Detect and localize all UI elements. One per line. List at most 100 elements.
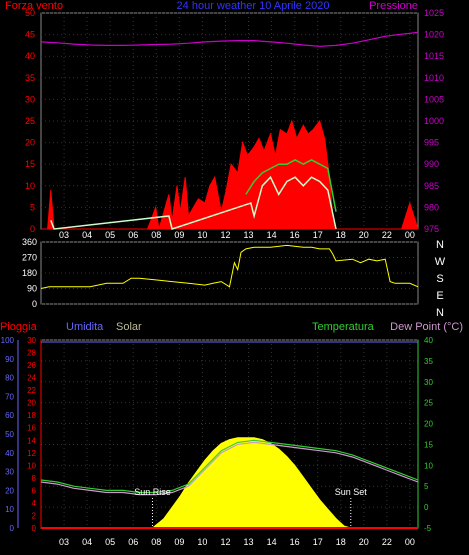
humidity-tick-label: 60 [5,411,14,420]
rain-tick-label: 30 [27,336,36,345]
wind-speed-area [41,119,419,230]
x-tick-label: 09 [174,230,184,240]
compass-label: S [436,273,443,285]
wind-tick-label: 40 [25,51,35,61]
temperature-tick-label: 10 [424,461,433,470]
direction-tick-label: 90 [27,284,37,294]
rain-tick-label: 20 [27,399,36,408]
x-tick-label: 08 [151,537,161,547]
humidity-tick-label: 70 [5,392,14,401]
dewpoint-line [40,441,419,496]
temperature-tick-label: 30 [424,378,433,387]
temperature-tick-label: 0 [424,503,429,512]
temperature-series: Sun Rise Sun Set [40,341,419,529]
wind-tick-label: 15 [25,159,35,169]
x-tick-label: 20 [359,230,369,240]
direction-line [40,244,419,289]
compass-label: E [436,290,443,302]
humidity-tick-label: 30 [5,468,14,477]
x-tick-label: 00 [405,230,415,240]
wind-tick-label: 10 [25,181,35,191]
pressure-tick-label: 1025 [424,8,444,18]
direction-axis-ticks: 0 90 180 270 360 [22,237,37,309]
wind-tick-label: 50 [25,8,35,18]
x-tick-label: 03 [59,230,69,240]
rain-tick-label: 0 [32,524,37,533]
rain-tick-label: 16 [27,424,36,433]
rain-tick-label: 8 [32,474,37,483]
humidity-tick-label: 50 [5,430,14,439]
humidity-tick-label: 100 [1,336,15,345]
x-tick-label: 05 [105,537,115,547]
temperature-x-ticks: 03 04 05 06 08 09 10 12 13 14 16 17 18 20 22 00 [59,537,415,547]
pressure-tick-label: 980 [424,202,439,212]
rain-tick-label: 4 [32,499,37,508]
x-tick-label: 16 [290,537,300,547]
x-tick-label: 18 [336,537,346,547]
x-tick-label: 12 [220,230,230,240]
wind-tick-label: 0 [30,224,35,234]
rain-tick-label: 28 [27,349,36,358]
x-tick-label: 12 [220,537,230,547]
wind-gust-line [245,159,337,212]
x-tick-label: 18 [336,230,346,240]
wind-axis-ticks: 0 5 10 15 20 25 30 35 40 45 50 [25,8,35,234]
solar-area [151,437,351,529]
temperature-line [40,439,419,494]
wind-tick-label: 20 [25,138,35,148]
x-tick-label: 10 [197,537,207,547]
x-tick-label: 14 [267,230,277,240]
pressure-axis-label: Pressione [369,0,418,12]
humidity-label: Umidita [66,321,104,333]
rain-tick-label: 14 [27,436,36,445]
temperature-tick-label: 5 [424,482,429,491]
x-tick-label: 06 [128,537,138,547]
x-tick-label: 17 [313,230,323,240]
humidity-tick-label: 20 [5,486,14,495]
pressure-tick-label: 985 [424,181,439,191]
temperature-tick-label: 40 [424,336,433,345]
wind-tick-label: 35 [25,73,35,83]
temperature-tick-label: 35 [424,357,433,366]
pressure-tick-label: 1015 [424,51,444,61]
x-tick-label: 22 [382,230,392,240]
rain-tick-label: 10 [27,461,36,470]
compass-label: N [436,307,444,319]
pressure-axis-ticks: 975 980 985 990 995 1000 1005 1010 1015 1020 1025 [424,8,444,234]
x-tick-label: 06 [128,230,138,240]
direction-tick-label: 360 [22,237,37,247]
humidity-tick-label: 0 [10,524,15,533]
wind-tick-label: 45 [25,30,35,40]
x-tick-label: 08 [151,230,161,240]
pressure-tick-label: 1005 [424,94,444,104]
pressure-tick-label: 990 [424,159,439,169]
temperature-axis-ticks: -5 0 5 10 15 20 25 30 35 40 [424,336,433,533]
wind-tick-label: 5 [30,202,35,212]
x-tick-label: 17 [313,537,323,547]
rain-label: Pioggia [0,321,38,333]
humidity-tick-label: 10 [5,505,14,514]
temperature-tick-label: -5 [424,524,432,533]
x-tick-label: 20 [359,537,369,547]
pressure-tick-label: 1020 [424,30,444,40]
x-tick-label: 00 [405,537,415,547]
rain-tick-label: 26 [27,361,36,370]
humidity-axis-ticks: 0 10 20 30 40 50 60 70 80 90 100 [1,336,15,533]
direction-grid [41,241,418,305]
humidity-tick-label: 90 [5,355,14,364]
rain-tick-label: 18 [27,411,36,420]
rain-tick-label: 12 [27,449,36,458]
pressure-tick-label: 1000 [424,116,444,126]
direction-tick-label: 0 [32,299,37,309]
wind-average-line [50,175,337,230]
dewpoint-label: Dew Point (°C) [390,321,463,333]
wind-axis-label: Forza vento [5,0,63,12]
direction-tick-label: 270 [22,253,37,263]
x-tick-label: 09 [174,537,184,547]
wind-tick-label: 25 [25,116,35,126]
pressure-tick-label: 1010 [424,73,444,83]
x-tick-label: 13 [244,230,254,240]
